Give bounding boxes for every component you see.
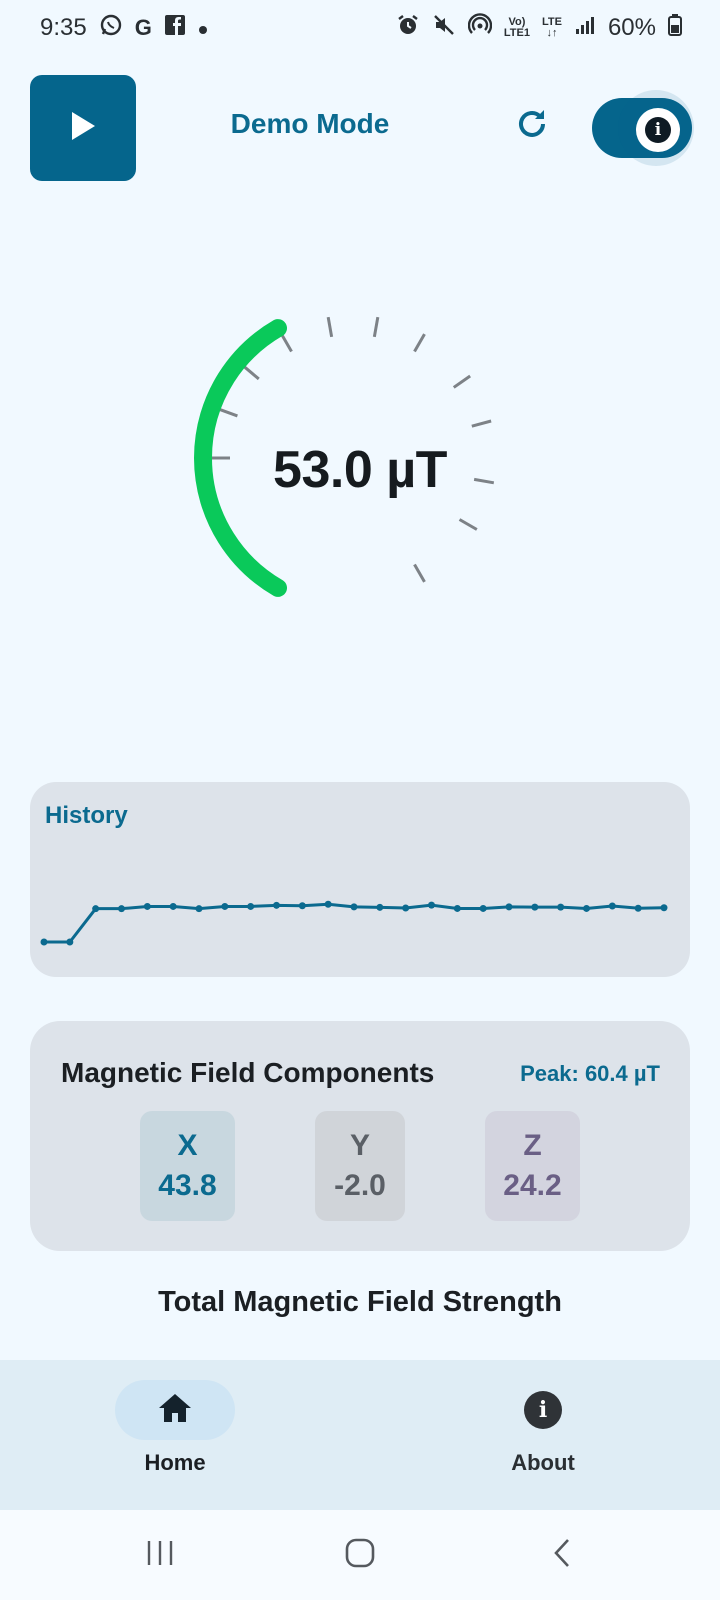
history-point-19 <box>531 903 539 911</box>
peak-value: Peak: 60.4 µT <box>520 1061 660 1086</box>
x-label: X <box>177 1129 198 1162</box>
home-icon <box>157 1392 193 1429</box>
nav-home-label: Home <box>144 1450 206 1475</box>
alarm-icon <box>396 13 420 44</box>
whatsapp-icon <box>99 13 123 44</box>
gauge-tick-2 <box>242 364 260 381</box>
gauge-tick-8 <box>471 419 492 428</box>
play-button[interactable] <box>30 75 136 181</box>
z-component: Z 24.2 <box>485 1111 580 1221</box>
z-value: 24.2 <box>503 1169 562 1202</box>
dot-icon <box>198 14 208 42</box>
history-points <box>40 900 668 946</box>
home-circle-icon <box>344 1537 376 1574</box>
signal-icon <box>574 14 596 43</box>
history-point-9 <box>273 901 280 909</box>
history-point-14 <box>402 904 410 912</box>
history-point-15 <box>428 901 435 909</box>
history-point-21 <box>583 904 590 912</box>
y-component: Y -2.0 <box>315 1111 405 1221</box>
volte-top: Vo) <box>508 16 526 28</box>
gauge-tick-7 <box>452 374 471 389</box>
nav-home-pill <box>115 1380 235 1440</box>
history-point-22 <box>608 902 616 910</box>
x-value: 43.8 <box>158 1169 217 1202</box>
refresh-icon <box>515 107 549 146</box>
history-point-11 <box>324 900 332 908</box>
history-point-1 <box>66 938 74 946</box>
battery-icon <box>668 13 682 43</box>
status-left: 9:35 G <box>40 13 208 44</box>
recents-button[interactable] <box>130 1532 190 1578</box>
history-point-23 <box>634 904 642 912</box>
y-label: Y <box>349 1129 370 1162</box>
gauge-tick-6 <box>413 333 426 353</box>
history-point-13 <box>376 903 384 911</box>
system-nav <box>0 1510 720 1600</box>
history-point-20 <box>557 903 565 911</box>
gauge-arc <box>194 319 287 597</box>
mode-title: Demo Mode <box>230 108 390 139</box>
mute-icon <box>432 13 456 44</box>
history-point-8 <box>247 902 255 910</box>
facebook-icon <box>164 14 186 43</box>
gauge-tick-3 <box>280 333 293 353</box>
battery-level: 60% <box>607 14 656 41</box>
back-icon <box>550 1537 574 1574</box>
gauge-tick-1 <box>218 407 238 418</box>
history-point-4 <box>143 902 151 910</box>
z-label: Z <box>523 1129 542 1162</box>
status-bar: 9:35 G Vo) LTE1 LTE ↓↑ 60% <box>0 0 720 56</box>
gauge-tick-9 <box>473 477 495 485</box>
history-chart <box>40 900 668 946</box>
field-value: 53.0 µT <box>273 441 447 499</box>
components-title: Magnetic Field Components <box>61 1057 435 1088</box>
history-point-2 <box>92 905 100 913</box>
refresh-button[interactable] <box>510 104 554 148</box>
nav-home[interactable]: Home <box>75 1380 275 1490</box>
toggle-knob[interactable]: i <box>636 108 680 152</box>
info-icon: i <box>645 117 671 143</box>
components-card: Magnetic Field Components Peak: 60.4 µT … <box>30 1021 690 1251</box>
gauge-ticks <box>210 316 495 583</box>
history-point-12 <box>350 903 358 911</box>
history-point-7 <box>221 902 229 910</box>
nav-about-label: About <box>511 1450 575 1475</box>
lte-icon: LTE ↓↑ <box>541 16 562 39</box>
history-point-3 <box>118 905 125 913</box>
x-component: X 43.8 <box>140 1111 235 1221</box>
total-field-label: Total Magnetic Field Strength <box>158 1286 562 1318</box>
y-value: -2.0 <box>334 1169 386 1202</box>
field-gauge <box>194 316 495 597</box>
history-card: History <box>30 782 690 977</box>
recents-icon <box>145 1539 175 1572</box>
play-icon <box>70 111 96 146</box>
nav-about-pill: i <box>483 1380 603 1440</box>
volte-bottom: LTE1 <box>503 27 530 39</box>
gauge-tick-10 <box>458 518 478 531</box>
gauge-tick-4 <box>326 316 334 338</box>
system-home-button[interactable] <box>330 1532 390 1578</box>
history-point-16 <box>453 904 461 912</box>
history-point-10 <box>298 902 306 910</box>
volte-icon: Vo) LTE1 <box>504 17 530 39</box>
back-button[interactable] <box>532 1532 592 1578</box>
hotspot-icon <box>467 12 493 44</box>
google-icon: G <box>134 15 152 40</box>
history-point-0 <box>40 938 48 946</box>
history-point-24 <box>660 904 668 912</box>
lte-label: LTE <box>541 16 562 28</box>
bottom-nav: Home i About <box>0 1360 720 1510</box>
history-point-5 <box>169 902 177 910</box>
status-right: Vo) LTE1 LTE ↓↑ 60% <box>396 12 682 44</box>
gauge-tick-11 <box>413 563 426 583</box>
history-point-6 <box>195 905 203 913</box>
gauge-tick-5 <box>372 316 380 338</box>
history-title: History <box>45 802 128 829</box>
history-point-17 <box>479 904 487 912</box>
status-time: 9:35 <box>40 14 87 41</box>
history-point-18 <box>505 903 513 911</box>
nav-about[interactable]: i About <box>443 1380 643 1490</box>
info-icon: i <box>524 1391 562 1429</box>
